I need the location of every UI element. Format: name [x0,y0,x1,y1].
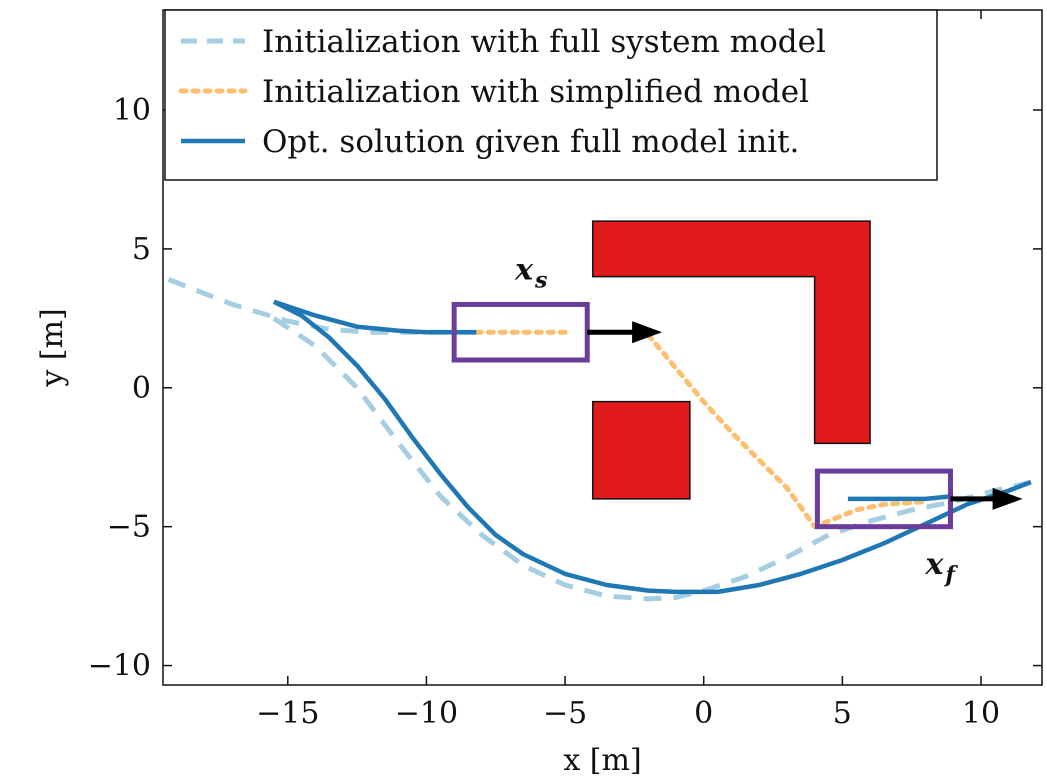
y-axis-label: y [m] [35,308,70,387]
y-tick-label-0: −10 [88,649,151,684]
x-tick-label-5: 10 [962,696,1000,731]
series-1-line-1 [167,277,477,335]
x-axis-label: x [m] [563,743,641,778]
legend-entry-3: Opt. solution given full model init. [262,124,799,160]
x-tick-label-1: −10 [395,696,458,731]
series-2-line-2 [645,332,928,530]
final-state-label-subscript: f [943,562,958,588]
x-tick-label-4: 5 [833,696,852,731]
square-obstacle [592,400,691,500]
start-state-label: xs [514,252,547,293]
legend: Initialization with full system model Ini… [164,9,938,181]
series-3-line-1 [273,299,477,335]
legend-entry-1: Initialization with full system model [262,24,826,60]
final-state-label: xf [925,547,959,588]
y-tick-label-2: 0 [132,371,151,406]
series-1-line-2 [272,316,1032,602]
legend-box [164,9,938,181]
plot-content [167,220,1032,602]
x-tick-label-0: −15 [256,696,319,731]
final-heading-arrow-head [992,487,1023,510]
series-3-line-3 [847,493,954,502]
start-state-label-subscript: s [534,267,547,293]
y-tick-label-3: 5 [132,232,151,267]
y-tick-label-1: −5 [107,510,151,545]
l-shaped-obstacle [592,220,871,445]
y-tick-label-4: 10 [113,93,151,128]
x-tick-label-2: −5 [543,696,587,731]
start-heading-arrow-head [632,321,663,344]
series-3-line-2 [272,299,1032,595]
legend-entry-2: Initialization with simplified model [262,74,809,110]
plot-area: xs xf [167,220,1032,602]
x-tick-label-3: 0 [694,696,713,731]
